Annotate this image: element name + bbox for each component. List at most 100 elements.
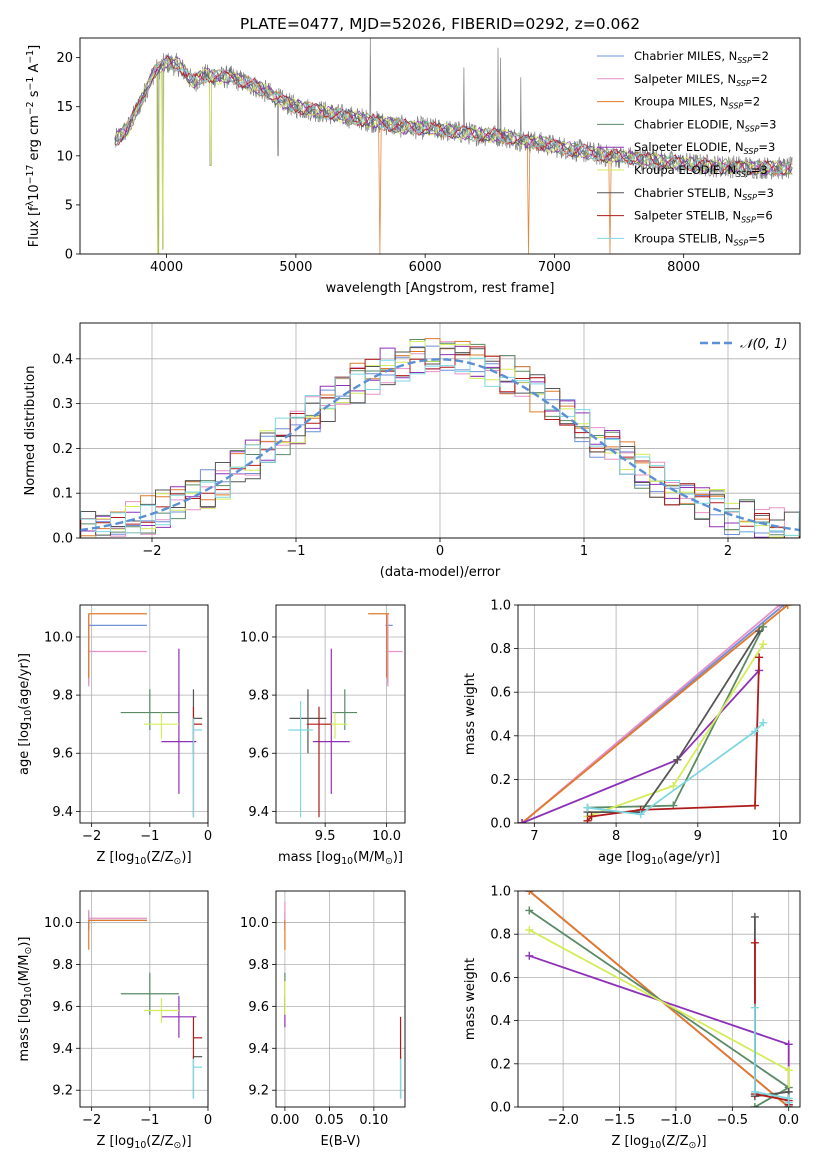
errorbars xyxy=(288,613,403,818)
y-axis-label: Normed distribution xyxy=(23,366,38,496)
y-tick-label: 0 xyxy=(65,248,73,263)
spectrum-legend: Chabrier MILES, NSSP=2 Salpeter MILES, NS… xyxy=(597,49,776,247)
y-tick-label: 9.4 xyxy=(52,1042,73,1057)
weight-marker xyxy=(518,819,527,823)
y-tick-label: 15 xyxy=(56,100,73,115)
errorbar-point xyxy=(120,689,179,730)
x-tick-label: −2 xyxy=(82,829,101,844)
errorbar-point xyxy=(192,1058,203,1099)
y-tick-label: 0.2 xyxy=(52,442,73,457)
x-axis-label: wavelength [Angstrom, rest frame] xyxy=(326,281,555,296)
weight-line xyxy=(754,916,790,1107)
weight-marker xyxy=(784,1098,793,1107)
legend-entry: Salpeter STELIB, NSSP=6 xyxy=(634,209,773,225)
y-tick-label: 9.4 xyxy=(248,1042,269,1057)
errorbar-point xyxy=(88,613,147,687)
weight-marker xyxy=(751,801,760,810)
y-axis-label: age [log10(age/yr)] xyxy=(17,653,34,775)
axes-frame xyxy=(517,890,801,1108)
y-tick-label: 9.8 xyxy=(52,958,73,973)
y-tick-label: 0.4 xyxy=(490,1014,511,1029)
x-tick-label: −1 xyxy=(140,1113,159,1128)
errorbar-point xyxy=(144,997,179,1024)
axes-frame xyxy=(275,604,406,824)
errorbar-point xyxy=(161,995,197,1038)
y-tick-label: 0.2 xyxy=(490,1057,511,1072)
errorbar-point xyxy=(312,648,350,794)
x-tick-label: −2 xyxy=(82,1113,101,1128)
errorbar-point xyxy=(161,648,197,794)
x-tick-label: −2.0 xyxy=(547,1113,579,1128)
weight-marker xyxy=(751,727,760,736)
legend-entry: Chabrier ELODIE, NSSP=3 xyxy=(634,117,776,133)
x-axis-label: Z [log10(Z/Z⊙)] xyxy=(96,1134,191,1151)
y-tick-label: 9.4 xyxy=(248,805,269,820)
errorbars xyxy=(88,613,203,818)
x-tick-label: 1 xyxy=(580,544,588,559)
y-tick-label: 0.3 xyxy=(52,397,73,412)
y-tick-label: 10.0 xyxy=(240,630,269,645)
x-axis-label: age [log10(age/yr)] xyxy=(598,850,720,867)
model-spectrum xyxy=(114,57,793,176)
y-tick-label: 9.8 xyxy=(248,689,269,704)
legend-entry: 𝒩(0, 1) xyxy=(740,337,787,352)
weight-line xyxy=(587,626,765,809)
y-axis-label: mass weight xyxy=(463,673,478,755)
y-tick-label: 0.8 xyxy=(490,642,511,657)
weight-marker xyxy=(525,951,534,960)
y-tick-label: 0.4 xyxy=(490,729,511,744)
axes-age-vs-mass: 9.5 10.0 9.4 9.6 9.8 10.0 mass [log10(M/M⊙)] xyxy=(240,604,406,867)
y-tick-label: 0.1 xyxy=(52,487,73,502)
weight-marker xyxy=(750,938,759,947)
weight-marker xyxy=(750,912,759,921)
weight-marker xyxy=(750,1087,759,1096)
x-tick-label: 0 xyxy=(204,1113,212,1128)
x-tick-label: 0.10 xyxy=(359,1113,388,1128)
axes-mass-vs-Z: −2 −1 0 9.2 9.4 9.6 9.8 10.0 Z [log10(Z/Z⊙)] mass… xyxy=(17,890,212,1151)
x-axis-label: Z [log10(Z/Z⊙)] xyxy=(611,1134,706,1151)
y-tick-label: 9.6 xyxy=(248,747,269,762)
errorbar-point xyxy=(192,1016,203,1059)
weight-marker xyxy=(759,640,768,649)
y-tick-label: 1.0 xyxy=(490,885,511,900)
errorbar-point xyxy=(144,712,179,739)
errorbars xyxy=(284,901,402,1099)
y-tick-label: 0.4 xyxy=(52,352,73,367)
errorbar-point xyxy=(387,613,403,687)
y-tick-label: 9.6 xyxy=(52,747,73,762)
weight-lines xyxy=(525,891,793,1107)
weight-marker xyxy=(669,781,678,790)
axes-frame xyxy=(79,890,209,1108)
errorbar-point xyxy=(88,919,147,950)
histograms xyxy=(80,338,800,538)
x-tick-label: −1 xyxy=(140,829,159,844)
y-tick-label: 0.2 xyxy=(490,773,511,788)
weight-marker xyxy=(587,812,596,821)
weight-marker xyxy=(759,718,768,727)
errorbars xyxy=(88,909,203,1099)
y-tick-label: 0.0 xyxy=(490,817,511,832)
x-tick-label: 0 xyxy=(436,544,444,559)
y-tick-label: 0.6 xyxy=(490,686,511,701)
errorbar-point xyxy=(88,624,147,684)
errorbar-point xyxy=(192,689,203,754)
weight-marker xyxy=(525,906,534,915)
weight-marker xyxy=(636,810,645,819)
y-axis-label: mass weight xyxy=(463,958,478,1040)
legend-entry: Salpeter ELODIE, NSSP=3 xyxy=(634,140,775,156)
axes-frame xyxy=(79,322,801,539)
y-tick-label: 10.0 xyxy=(240,916,269,931)
y-tick-label: 5 xyxy=(65,198,73,213)
errorbar-point xyxy=(306,706,332,818)
weight-marker xyxy=(775,605,784,609)
axes-frame xyxy=(79,37,801,255)
errorbar-point xyxy=(288,700,313,818)
weight-line xyxy=(529,954,790,1105)
x-tick-label: −1 xyxy=(286,544,305,559)
axes-frame xyxy=(275,890,406,1108)
weight-line xyxy=(754,942,790,1105)
x-tick-label: 5000 xyxy=(279,260,312,275)
axes-weight-vs-Z: −2.0 −1.5 −1.0 −0.5 0.0 0.0 0.2 0.4 0.6 0.8 1.0 Z [… xyxy=(463,885,801,1151)
weight-marker xyxy=(583,816,592,823)
